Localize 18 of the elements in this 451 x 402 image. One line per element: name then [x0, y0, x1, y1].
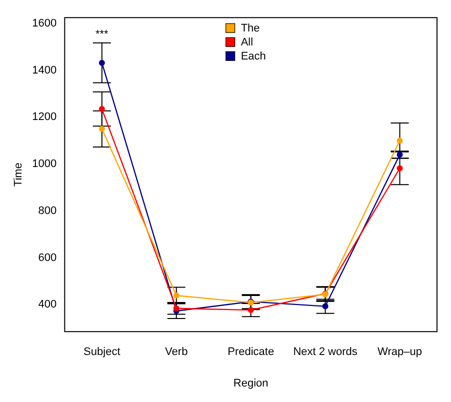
y-tick-label: 800	[38, 204, 57, 217]
y-tick-label: 1200	[32, 111, 57, 124]
y-tick-label: 1600	[32, 17, 57, 30]
y-tick-label: 1000	[32, 158, 57, 170]
legend-label: All	[240, 36, 254, 49]
x-tick-label: Subject	[84, 346, 120, 358]
legend-label: The	[240, 22, 260, 35]
x-tick-label: Wrap–up	[378, 346, 422, 358]
y-tick-label: 1400	[32, 64, 57, 76]
x-tick-label: Predicate	[228, 346, 274, 358]
y-axis-title: Time	[12, 162, 25, 187]
x-tick-label: Next 2 words	[293, 346, 358, 358]
x-tick-label: Verb	[165, 346, 188, 358]
annotation: ***	[95, 28, 110, 41]
y-tick-label: 600	[38, 252, 57, 264]
legend-label: Each	[240, 50, 266, 63]
x-axis-title: Region	[233, 377, 268, 390]
y-tick-label: 400	[38, 298, 57, 311]
